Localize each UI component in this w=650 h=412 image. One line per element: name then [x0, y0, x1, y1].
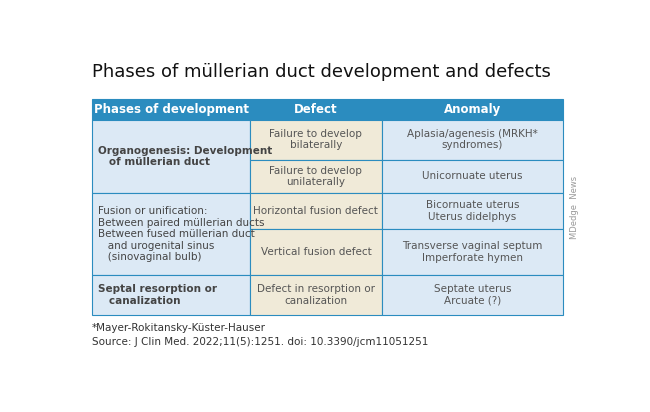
Bar	[92, 119, 250, 193]
Text: Defect in resorption or
canalization: Defect in resorption or canalization	[257, 284, 375, 306]
Bar	[250, 229, 382, 275]
Bar	[382, 99, 564, 119]
Text: Fusion or unification:
Between paired müllerian ducts
Between fused müllerian du: Fusion or unification: Between paired mü…	[98, 206, 265, 262]
Bar	[382, 159, 564, 193]
Text: Anomaly: Anomaly	[444, 103, 501, 116]
Bar	[92, 193, 250, 275]
Text: Transverse vaginal septum
Imperforate hymen: Transverse vaginal septum Imperforate hy…	[402, 241, 543, 263]
Text: Septate uterus
Arcuate (?): Septate uterus Arcuate (?)	[434, 284, 512, 306]
Bar	[382, 119, 564, 159]
Text: Vertical fusion defect: Vertical fusion defect	[261, 247, 371, 257]
Text: Failure to develop
bilaterally: Failure to develop bilaterally	[270, 129, 362, 150]
Text: Source: J Clin Med. 2022;11(5):1251. doi: 10.3390/jcm11051251: Source: J Clin Med. 2022;11(5):1251. doi…	[92, 337, 428, 346]
Bar	[250, 275, 382, 315]
Text: *Mayer-Rokitansky-Küster-Hauser: *Mayer-Rokitansky-Küster-Hauser	[92, 323, 266, 333]
Bar	[250, 99, 382, 119]
Text: Defect: Defect	[294, 103, 338, 116]
Text: Failure to develop
unilaterally: Failure to develop unilaterally	[270, 166, 362, 187]
Text: MDedge  News: MDedge News	[569, 176, 578, 239]
Bar	[92, 275, 250, 315]
Text: Horizontal fusion defect: Horizontal fusion defect	[254, 206, 378, 216]
Text: Unicornuate uterus: Unicornuate uterus	[422, 171, 523, 182]
Text: Septal resorption or
   canalization: Septal resorption or canalization	[98, 284, 217, 306]
Bar	[382, 275, 564, 315]
Bar	[250, 159, 382, 193]
Text: Organogenesis: Development
   of müllerian duct: Organogenesis: Development of müllerian …	[98, 146, 272, 167]
Text: Aplasia/agenesis (MRKH*
syndromes): Aplasia/agenesis (MRKH* syndromes)	[407, 129, 538, 150]
Text: Phases of development: Phases of development	[94, 103, 248, 116]
Bar	[382, 193, 564, 229]
Bar	[250, 119, 382, 159]
Text: Phases of müllerian duct development and defects: Phases of müllerian duct development and…	[92, 63, 551, 81]
Text: Bicornuate uterus
Uterus didelphys: Bicornuate uterus Uterus didelphys	[426, 200, 519, 222]
Bar	[92, 99, 250, 119]
Bar	[382, 229, 564, 275]
Bar	[250, 193, 382, 229]
